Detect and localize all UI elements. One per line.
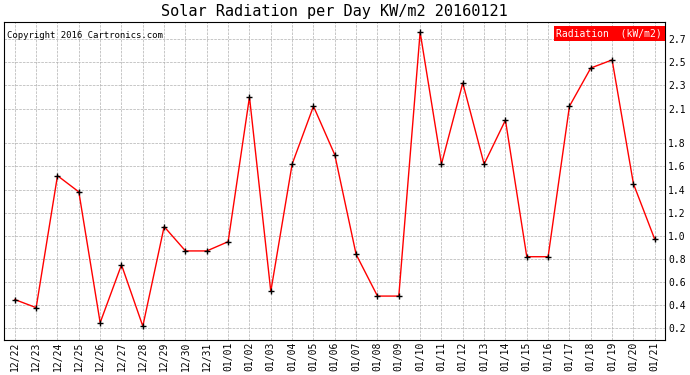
Title: Solar Radiation per Day KW/m2 20160121: Solar Radiation per Day KW/m2 20160121 — [161, 4, 508, 19]
Text: Radiation  (kW/m2): Radiation (kW/m2) — [556, 28, 662, 38]
Text: Copyright 2016 Cartronics.com: Copyright 2016 Cartronics.com — [8, 31, 164, 40]
